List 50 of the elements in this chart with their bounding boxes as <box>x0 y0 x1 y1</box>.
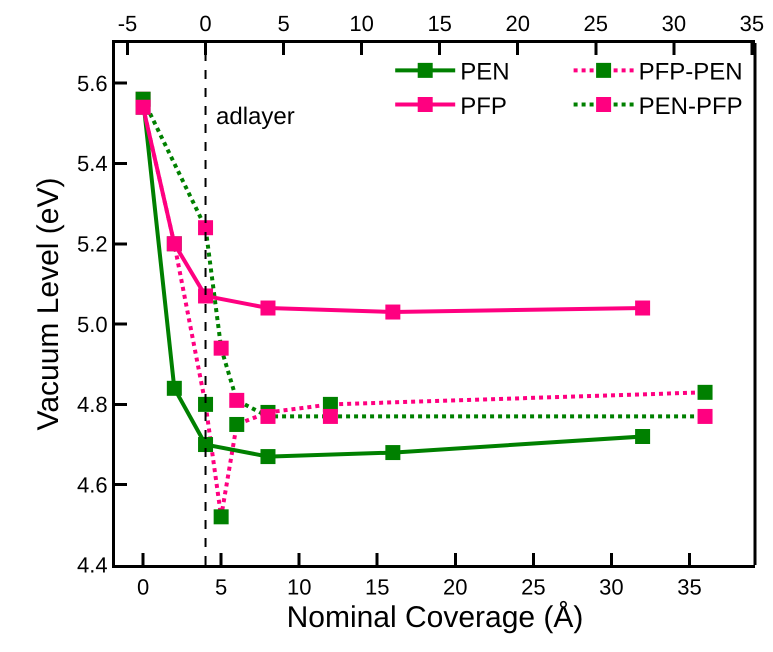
x-tick-label: 0 <box>136 574 150 600</box>
point <box>635 300 650 316</box>
y-tick-label: 5.6 <box>77 70 108 96</box>
point <box>198 396 214 412</box>
x-tick-label: 5 <box>215 574 228 600</box>
x-tick-label: 20 <box>443 574 468 600</box>
x-axis-title: Nominal Coverage (Å) <box>286 600 584 634</box>
x2-tick-label: 0 <box>199 11 212 36</box>
legend-label: PEN-PFP <box>638 92 743 120</box>
point <box>260 300 276 316</box>
legend-label: PFP <box>460 92 507 120</box>
point <box>385 445 400 460</box>
x2-tick-label: 30 <box>662 11 686 36</box>
x-tick-label: 15 <box>365 574 390 600</box>
point <box>698 384 713 400</box>
x-tick-label: 10 <box>286 574 312 600</box>
point <box>229 392 244 408</box>
x2-tick-label: 25 <box>584 11 608 36</box>
point <box>198 288 214 304</box>
y-tick-label: 5.4 <box>77 151 108 176</box>
x2-tick-label: 10 <box>349 11 374 36</box>
x2-tick-label: 15 <box>427 11 452 36</box>
y-axis-title: Vacuum Level (eV) <box>32 178 66 430</box>
point <box>166 380 182 396</box>
point <box>214 509 229 524</box>
y-tick-label: 4.6 <box>77 472 108 498</box>
x2-tick-label: 20 <box>505 11 530 36</box>
point <box>198 437 214 452</box>
y-tick-label: 5.2 <box>77 231 108 256</box>
point <box>260 449 276 464</box>
point <box>260 408 276 424</box>
point <box>635 429 650 444</box>
point <box>698 408 713 424</box>
annotation: adlayer <box>216 103 295 130</box>
legend-label: PFP-PEN <box>638 58 743 86</box>
legend-label: PEN <box>460 58 510 86</box>
point <box>198 220 214 236</box>
point <box>214 340 229 356</box>
point <box>385 304 400 320</box>
x2-tick-label: 5 <box>277 11 290 36</box>
x2-tick-label: 35 <box>740 11 764 36</box>
x2-tick-label: -5 <box>118 11 138 36</box>
y-tick-label: 4.4 <box>77 552 108 578</box>
x-tick-label: 25 <box>521 574 546 600</box>
y-tick-label: 4.8 <box>77 392 108 418</box>
y-tick-label: 5.0 <box>77 312 108 337</box>
point <box>229 416 244 432</box>
point <box>322 408 338 424</box>
x-tick-label: 30 <box>599 574 624 600</box>
x-tick-label: 35 <box>677 574 702 600</box>
